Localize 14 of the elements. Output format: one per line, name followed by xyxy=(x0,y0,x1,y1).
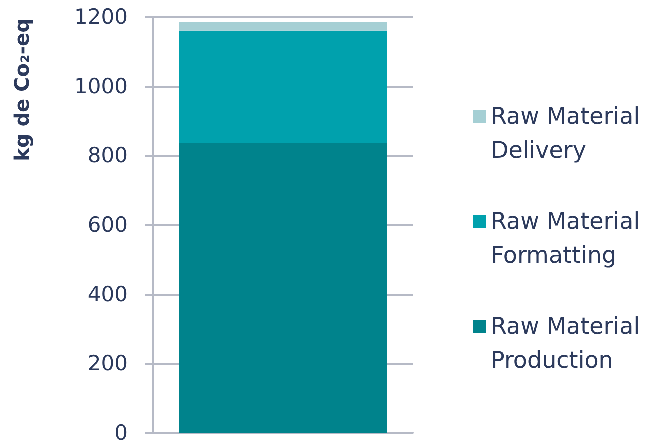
legend-label: Raw Material Production xyxy=(491,314,648,374)
legend-label: Raw Material Formatting xyxy=(491,209,648,269)
y-tick-label: 200 xyxy=(88,352,128,376)
y-tick-label: 600 xyxy=(88,213,128,237)
y-tick-label: 400 xyxy=(88,282,128,306)
y-tick-label: 1200 xyxy=(74,5,128,29)
y-tick-label: 0 xyxy=(114,421,128,444)
y-axis-title: kg de Co₂-eq xyxy=(10,18,34,162)
bar xyxy=(179,22,387,31)
y-tick-label: 1000 xyxy=(74,74,128,98)
y-tick-label: 800 xyxy=(88,144,128,168)
bar xyxy=(179,30,387,144)
bar xyxy=(179,144,387,433)
legend-label: Raw Material Delivery xyxy=(491,104,648,164)
